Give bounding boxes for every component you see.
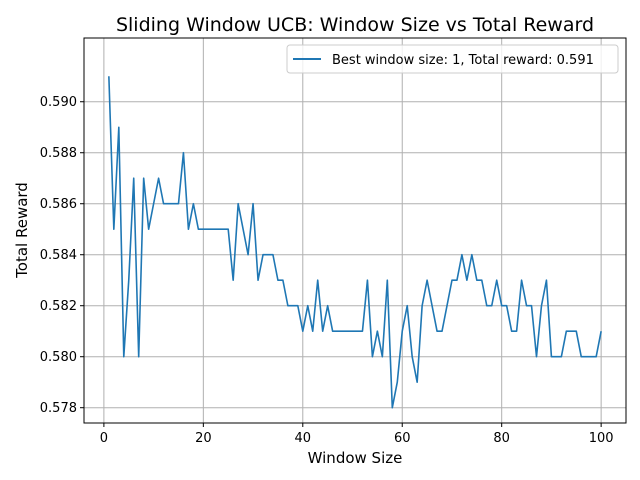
x-tick-label: 100 [589, 431, 614, 446]
y-tick-label: 0.590 [40, 95, 77, 110]
series-layer [108, 76, 602, 409]
y-tick-label: 0.588 [40, 146, 77, 161]
chart-title: Sliding Window UCB: Window Size vs Total… [116, 14, 594, 36]
y-tick-label: 0.580 [40, 350, 77, 365]
legend-box [286, 44, 619, 74]
series-line [108, 76, 602, 409]
y-tick-label: 0.584 [40, 248, 77, 263]
grid [84, 38, 626, 423]
legend-label: Best window size: 1, Total reward: 0.591 [332, 53, 594, 68]
legend: Best window size: 1, Total reward: 0.591 [286, 44, 619, 74]
x-tick-label: 20 [195, 431, 212, 446]
y-tick-label: 0.582 [40, 299, 77, 314]
x-tick-label: 40 [295, 431, 312, 446]
x-axis-label: Window Size [308, 449, 403, 467]
y-tick-label: 0.586 [40, 197, 77, 212]
plot-frame [83, 37, 627, 424]
axis-ticks: 0 20 40 60 80 100 0.578 0.580 0.582 0.584 0.586 0.5… [40, 95, 614, 446]
y-axis-label: Total Reward [13, 182, 31, 279]
x-tick-label: 80 [493, 431, 510, 446]
x-tick-label: 60 [394, 431, 411, 446]
x-tick-label: 0 [100, 431, 108, 446]
y-tick-label: 0.578 [40, 401, 77, 416]
